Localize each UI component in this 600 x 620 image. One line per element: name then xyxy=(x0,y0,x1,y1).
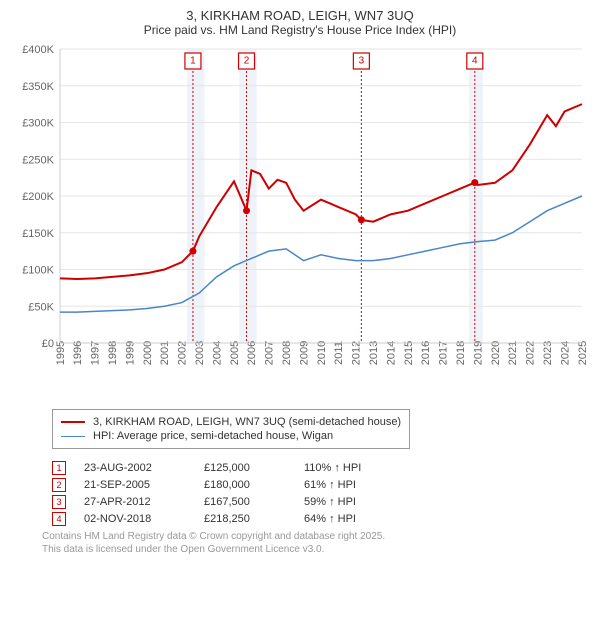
svg-text:2015: 2015 xyxy=(403,341,415,365)
svg-text:2021: 2021 xyxy=(507,341,519,365)
svg-text:1997: 1997 xyxy=(90,341,102,365)
row-price: £125,000 xyxy=(204,462,304,474)
svg-text:£300K: £300K xyxy=(22,118,54,130)
svg-text:£350K: £350K xyxy=(22,81,54,93)
footer: Contains HM Land Registry data © Crown c… xyxy=(42,530,588,556)
svg-text:2024: 2024 xyxy=(559,341,571,365)
svg-text:2014: 2014 xyxy=(385,341,397,365)
legend-label: HPI: Average price, semi-detached house,… xyxy=(93,430,333,442)
row-hpi: 110% ↑ HPI xyxy=(304,462,404,474)
svg-text:2003: 2003 xyxy=(194,341,206,365)
svg-text:2025: 2025 xyxy=(577,341,588,365)
svg-text:2006: 2006 xyxy=(246,341,258,365)
footer-line: This data is licensed under the Open Gov… xyxy=(42,543,588,556)
svg-text:2007: 2007 xyxy=(264,341,276,365)
svg-text:2013: 2013 xyxy=(368,341,380,365)
page-subtitle: Price paid vs. HM Land Registry's House … xyxy=(12,23,588,37)
row-marker-icon: 3 xyxy=(52,495,66,509)
svg-text:2004: 2004 xyxy=(211,341,223,365)
row-marker-icon: 4 xyxy=(52,512,66,526)
svg-text:2010: 2010 xyxy=(316,341,328,365)
row-date: 23-AUG-2002 xyxy=(84,462,204,474)
table-row: 3 27-APR-2012 £167,500 59% ↑ HPI xyxy=(52,495,588,509)
svg-text:2018: 2018 xyxy=(455,341,467,365)
table-row: 1 23-AUG-2002 £125,000 110% ↑ HPI xyxy=(52,461,588,475)
row-price: £180,000 xyxy=(204,479,304,491)
svg-text:£150K: £150K xyxy=(22,228,54,240)
svg-text:2: 2 xyxy=(244,56,250,67)
svg-text:2019: 2019 xyxy=(472,341,484,365)
svg-text:1999: 1999 xyxy=(124,341,136,365)
svg-text:1: 1 xyxy=(190,56,196,67)
legend-swatch xyxy=(61,421,85,423)
legend: 3, KIRKHAM ROAD, LEIGH, WN7 3UQ (semi-de… xyxy=(52,409,410,449)
svg-text:4: 4 xyxy=(472,56,478,67)
svg-text:2002: 2002 xyxy=(177,341,189,365)
svg-text:2022: 2022 xyxy=(525,341,537,365)
svg-text:2005: 2005 xyxy=(229,341,241,365)
svg-text:£100K: £100K xyxy=(22,265,54,277)
svg-text:£0: £0 xyxy=(42,338,54,350)
table-row: 4 02-NOV-2018 £218,250 64% ↑ HPI xyxy=(52,512,588,526)
svg-text:2008: 2008 xyxy=(281,341,293,365)
svg-text:2009: 2009 xyxy=(298,341,310,365)
svg-text:2017: 2017 xyxy=(438,341,450,365)
svg-text:2000: 2000 xyxy=(142,341,154,365)
row-hpi: 64% ↑ HPI xyxy=(304,513,404,525)
price-chart: £0 £50K £100K £150K £200K £250K £300K £350K £400… xyxy=(12,43,588,403)
legend-item: 3, KIRKHAM ROAD, LEIGH, WN7 3UQ (semi-de… xyxy=(61,416,401,428)
svg-text:2012: 2012 xyxy=(351,341,363,365)
row-date: 27-APR-2012 xyxy=(84,496,204,508)
svg-text:1995: 1995 xyxy=(55,341,67,365)
row-hpi: 59% ↑ HPI xyxy=(304,496,404,508)
svg-text:1998: 1998 xyxy=(107,341,119,365)
page-title: 3, KIRKHAM ROAD, LEIGH, WN7 3UQ xyxy=(12,8,588,23)
row-price: £167,500 xyxy=(204,496,304,508)
svg-text:1996: 1996 xyxy=(72,341,84,365)
row-marker-icon: 1 xyxy=(52,461,66,475)
svg-text:2011: 2011 xyxy=(333,341,345,365)
svg-text:£400K: £400K xyxy=(22,44,54,56)
row-date: 21-SEP-2005 xyxy=(84,479,204,491)
svg-text:2016: 2016 xyxy=(420,341,432,365)
footer-line: Contains HM Land Registry data © Crown c… xyxy=(42,530,588,543)
svg-text:£200K: £200K xyxy=(22,191,54,203)
svg-text:£250K: £250K xyxy=(22,154,54,166)
svg-text:2023: 2023 xyxy=(542,341,554,365)
row-hpi: 61% ↑ HPI xyxy=(304,479,404,491)
svg-text:2001: 2001 xyxy=(159,341,171,365)
svg-text:2020: 2020 xyxy=(490,341,502,365)
row-date: 02-NOV-2018 xyxy=(84,513,204,525)
row-price: £218,250 xyxy=(204,513,304,525)
row-marker-icon: 2 xyxy=(52,478,66,492)
svg-text:3: 3 xyxy=(359,56,365,67)
table-row: 2 21-SEP-2005 £180,000 61% ↑ HPI xyxy=(52,478,588,492)
legend-swatch xyxy=(61,436,85,437)
legend-label: 3, KIRKHAM ROAD, LEIGH, WN7 3UQ (semi-de… xyxy=(93,416,401,428)
svg-text:£50K: £50K xyxy=(28,301,54,313)
legend-item: HPI: Average price, semi-detached house,… xyxy=(61,430,401,442)
transactions-table: 1 23-AUG-2002 £125,000 110% ↑ HPI 2 21-S… xyxy=(52,461,588,526)
